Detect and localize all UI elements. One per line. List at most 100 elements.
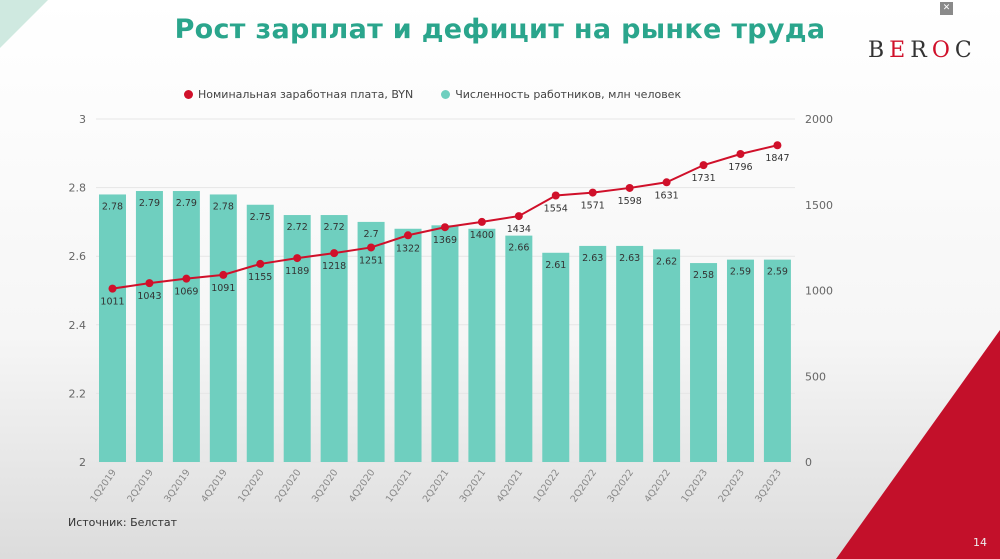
line-data-label: 1598	[618, 196, 642, 207]
bar	[99, 194, 126, 462]
wage-point	[404, 231, 413, 240]
wage-point	[330, 249, 339, 258]
bar-data-label: 2.78	[213, 201, 234, 212]
fullscreen-icon[interactable]: ✕	[940, 2, 953, 15]
wage-point	[219, 270, 228, 279]
bar	[653, 249, 681, 462]
y-left-tick-label: 2.2	[69, 387, 87, 400]
page-number: 14	[973, 536, 987, 549]
x-tick-label: 1Q2019	[88, 467, 119, 504]
legend-item-workers: Численность работников, млн человек	[441, 88, 681, 101]
bar-data-label: 2.78	[102, 201, 123, 212]
bar	[172, 191, 200, 462]
line-data-label: 1091	[211, 283, 235, 294]
line-data-label: 1251	[359, 255, 383, 266]
wage-point	[773, 141, 782, 150]
y-right-tick-label: 0	[805, 456, 812, 469]
bar	[431, 225, 459, 462]
y-left-tick-label: 2.6	[69, 250, 87, 263]
y-right-tick-label: 2000	[805, 113, 833, 126]
y-left-tick-label: 2	[79, 456, 86, 469]
line-data-label: 1189	[285, 266, 309, 277]
wage-point	[293, 254, 302, 263]
bar	[726, 259, 754, 462]
wage-point	[182, 274, 191, 283]
legend-marker-icon	[441, 90, 451, 99]
x-tick-label: 2Q2022	[569, 467, 600, 504]
bar-data-label: 2.7	[364, 229, 379, 240]
bar-data-label: 2.72	[324, 222, 345, 233]
bar	[468, 228, 496, 462]
bar	[505, 235, 533, 462]
bar	[246, 204, 274, 462]
slide-title: Рост зарплат и дефицит на рынке труда	[174, 14, 826, 45]
wage-point	[699, 161, 708, 170]
bar	[283, 215, 311, 462]
bar	[616, 245, 644, 462]
line-data-label: 1631	[655, 190, 679, 201]
line-data-label: 1731	[691, 173, 715, 184]
y-right-tick-label: 1000	[805, 285, 833, 298]
x-tick-label: 3Q2023	[753, 467, 784, 504]
x-tick-label: 2Q2021	[421, 467, 452, 504]
bar-data-label: 2.62	[656, 256, 677, 267]
corner-decoration-red	[836, 330, 1000, 559]
line-data-label: 1043	[137, 291, 161, 302]
bar	[763, 259, 791, 462]
y-left-tick-label: 2.8	[69, 182, 87, 195]
bar-data-label: 2.63	[582, 253, 603, 264]
x-tick-label: 2Q2019	[125, 467, 156, 504]
x-tick-label: 3Q2022	[605, 467, 636, 504]
line-data-label: 1069	[174, 287, 198, 298]
x-tick-label: 2Q2023	[716, 467, 747, 504]
y-right-tick-label: 500	[805, 370, 826, 383]
legend-item-wage: Номинальная заработная плата, BYN	[184, 88, 413, 101]
bar-data-label: 2.66	[508, 243, 529, 254]
wage-point	[145, 279, 154, 288]
bar	[209, 194, 237, 462]
bar	[135, 191, 163, 462]
wage-point	[588, 188, 597, 197]
wage-point	[108, 284, 117, 293]
legend-label: Численность работников, млн человек	[455, 88, 682, 101]
bar-data-label: 2.72	[287, 222, 308, 233]
x-tick-label: 2Q2020	[273, 467, 304, 504]
x-tick-label: 1Q2023	[679, 467, 710, 504]
wage-point	[625, 183, 634, 192]
x-tick-label: 4Q2020	[347, 467, 378, 504]
x-tick-label: 1Q2021	[384, 467, 415, 504]
corner-decoration-green	[0, 0, 48, 48]
x-tick-label: 1Q2022	[532, 467, 563, 504]
wage-point	[736, 149, 745, 158]
chart-legend: Номинальная заработная плата, BYN Числен…	[184, 88, 681, 101]
y-left-tick-label: 3	[79, 113, 86, 126]
y-right-tick-label: 1500	[805, 199, 833, 212]
bar-data-label: 2.58	[693, 270, 714, 281]
bar	[690, 263, 718, 462]
bar-data-label: 2.75	[250, 212, 271, 223]
y-left-tick-label: 2.4	[69, 319, 87, 332]
wage-point	[477, 217, 486, 226]
line-data-label: 1571	[581, 201, 605, 212]
bar	[579, 245, 607, 462]
line-data-label: 1847	[765, 153, 789, 164]
x-tick-label: 4Q2019	[199, 467, 230, 504]
wage-point	[662, 178, 671, 187]
line-data-label: 1554	[544, 203, 568, 214]
wage-point	[514, 212, 523, 221]
bar	[357, 221, 385, 462]
line-data-label: 1218	[322, 261, 346, 272]
bar	[542, 252, 570, 462]
bar	[394, 228, 422, 462]
bar-data-label: 2.59	[730, 267, 751, 278]
wage-point	[256, 259, 265, 268]
legend-label: Номинальная заработная плата, BYN	[198, 88, 414, 101]
bar-data-label: 2.79	[176, 198, 197, 209]
x-tick-label: 1Q2020	[236, 467, 267, 504]
line-data-label: 1155	[248, 272, 272, 283]
bar-data-label: 2.61	[545, 260, 566, 271]
line-data-label: 1322	[396, 243, 420, 254]
bar-data-label: 2.79	[139, 198, 160, 209]
